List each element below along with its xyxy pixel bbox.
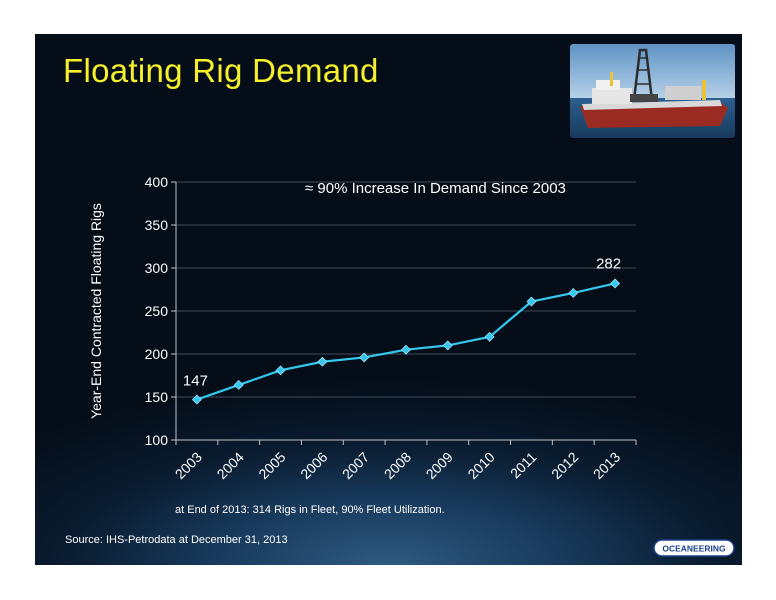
- axis-ticks: [171, 181, 637, 445]
- data-markers: [191, 278, 621, 405]
- y-tick-label: 400: [145, 174, 169, 190]
- data-point-2004: [233, 380, 244, 390]
- data-point-2009: [442, 340, 453, 351]
- data-label-first: 147: [183, 373, 208, 390]
- data-label-last: 282: [596, 255, 621, 272]
- y-tick-label: 100: [145, 432, 169, 448]
- data-point-2003: [191, 394, 202, 405]
- y-axis-label: Year-End Contracted Floating Rigs: [88, 203, 104, 419]
- slide: Floating Rig Demand: [35, 34, 742, 565]
- x-tick-label: 2009: [423, 449, 456, 482]
- drillship-photo: [570, 44, 735, 138]
- x-tick-label: 2007: [339, 449, 372, 482]
- y-tick-labels: 100 150 200 250 300 350 400: [145, 174, 169, 448]
- line-chart: 100 150 200 250 300 350 400 2003 2004 2005 2006 20…: [88, 174, 637, 482]
- fleet-footnote: at End of 2013: 314 Rigs in Fleet, 90% F…: [175, 504, 445, 516]
- y-tick-label: 200: [145, 346, 169, 362]
- data-point-2011: [526, 296, 537, 307]
- svg-text:OCEANEERING: OCEANEERING: [662, 544, 726, 554]
- x-tick-label: 2012: [548, 449, 581, 482]
- x-tick-label: 2013: [590, 449, 623, 482]
- y-tick-label: 350: [145, 217, 169, 233]
- y-tick-label: 150: [145, 389, 169, 405]
- y-tick-label: 250: [145, 303, 169, 319]
- x-tick-label: 2010: [464, 449, 497, 482]
- x-tick-labels: 2003 2004 2005 2006 2007 2008 2009 2010 2011 2012…: [172, 449, 624, 482]
- increase-annotation: ≈ 90% Increase In Demand Since 2003: [305, 180, 566, 197]
- data-point-2008: [401, 344, 411, 355]
- series-line: [196, 282, 616, 401]
- data-point-2012: [568, 288, 579, 298]
- x-tick-label: 2008: [381, 449, 414, 482]
- x-tick-label: 2006: [297, 449, 330, 482]
- grid-lines: [176, 181, 636, 398]
- data-point-2006: [317, 356, 328, 367]
- data-point-2007: [359, 352, 370, 363]
- x-tick-label: 2004: [214, 449, 247, 482]
- x-tick-label: 2005: [255, 449, 288, 482]
- y-tick-label: 300: [145, 260, 169, 276]
- oceaneering-logo: OCEANEERING: [653, 539, 735, 557]
- x-tick-label: 2011: [507, 449, 540, 482]
- source-note: Source: IHS-Petrodata at December 31, 20…: [65, 534, 288, 546]
- data-point-2013: [610, 278, 621, 289]
- data-point-2005: [275, 365, 286, 376]
- slide-title: Floating Rig Demand: [63, 52, 379, 89]
- data-point-2010: [484, 331, 495, 342]
- x-tick-label: 2003: [172, 449, 205, 482]
